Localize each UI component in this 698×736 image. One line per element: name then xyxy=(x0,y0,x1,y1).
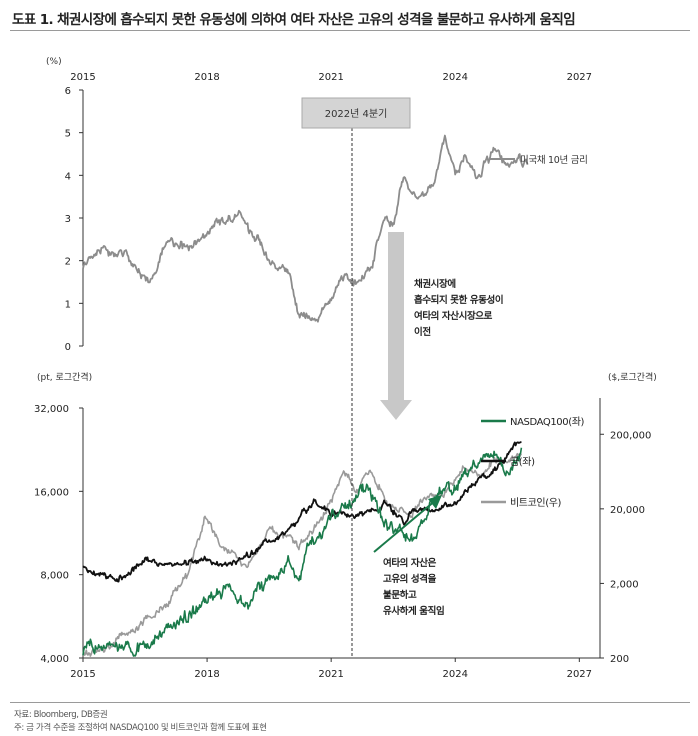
legend-label-nasdaq100: NASDAQ100(좌) xyxy=(510,416,585,428)
flow-annotation-line: 흡수되지 못한 유동성이 xyxy=(414,294,503,306)
left-y-tick-label: 32,000 xyxy=(34,404,69,415)
top-chart-treasury-10y: 0 1 2 3 4 5 6 2015 2018 2021 2024 2027 (%) 미국채 10년 금리 xyxy=(46,57,592,353)
legend-label-treasury-10y: 미국채 10년 금리 xyxy=(520,155,588,166)
bottom-x-tick-label: 2027 xyxy=(567,669,592,680)
left-y-tick-label: 16,000 xyxy=(34,487,69,498)
top-x-tick-label: 2027 xyxy=(567,72,592,83)
bottom-x-tick-label: 2021 xyxy=(318,669,343,680)
page-title: 도표 1. 채권시장에 흡수되지 못한 유동성에 의하여 여타 자산은 고유의 … xyxy=(12,12,576,28)
top-y-tick-label: 0 xyxy=(65,342,71,353)
top-y-tick-label: 1 xyxy=(65,299,71,310)
top-x-tick-label: 2015 xyxy=(70,72,95,83)
top-x-tick-label: 2021 xyxy=(318,72,343,83)
period-box-label: 2022년 4분기 xyxy=(325,108,388,120)
bottom-x-tick-label: 2024 xyxy=(443,669,468,680)
right-y-tick-label: 2,000 xyxy=(610,579,639,590)
legend-label-bitcoin: 비트코인(우) xyxy=(510,497,562,509)
footer-divider xyxy=(10,702,690,703)
assets-annotation-line: 불문하고 xyxy=(383,589,417,601)
assets-annotation-line: 유사하게 움직임 xyxy=(383,605,444,617)
period-box xyxy=(301,97,411,129)
source-note: 자료: Bloomberg, DB증권 xyxy=(14,710,108,720)
top-y-tick-label: 3 xyxy=(65,214,71,225)
left-y-tick-label: 4,000 xyxy=(40,654,69,665)
series-line-nasdaq100 xyxy=(82,447,523,657)
flow-annotation-line: 채권시장에 xyxy=(414,278,456,290)
right-y-tick-label: 200,000 xyxy=(610,430,651,441)
bottom-x-tick-label: 2018 xyxy=(194,669,219,680)
top-y-axis-unit: (%) xyxy=(46,57,62,67)
right-y-axis-unit: ($,로그간격) xyxy=(608,371,657,383)
flow-down-arrow xyxy=(380,232,412,420)
top-y-tick-label: 4 xyxy=(65,171,71,182)
assets-annotation-line: 고유의 성격을 xyxy=(383,573,437,585)
legend-label-gold: 금(좌) xyxy=(510,456,535,468)
flow-annotation-line: 이전 xyxy=(414,326,431,338)
assets-annotation-line: 여타의 자산은 xyxy=(383,557,437,569)
right-y-tick-label: 20,000 xyxy=(610,505,645,516)
left-y-axis-unit: (pt, 로그간격) xyxy=(37,371,92,383)
top-y-tick-label: 5 xyxy=(65,129,71,140)
left-y-tick-label: 8,000 xyxy=(40,571,69,582)
bottom-chart-assets: 4,000 8,000 16,000 32,000 200 2,000 20,000 200,… xyxy=(34,371,657,680)
bottom-x-tick-label: 2015 xyxy=(70,669,95,680)
footnote: 주: 금 가격 수준을 조절하여 NASDAQ100 및 비트코인과 함께 도표… xyxy=(14,723,267,733)
flow-annotation-line: 여타의 자산시장으로 xyxy=(414,310,493,322)
top-y-tick-label: 6 xyxy=(65,86,71,97)
top-y-tick-label: 2 xyxy=(65,257,71,268)
series-line-gold xyxy=(82,441,522,583)
title-divider xyxy=(10,30,690,31)
top-x-tick-label: 2024 xyxy=(443,72,468,83)
trend-arrow-head xyxy=(428,495,442,509)
series-line-bitcoin xyxy=(82,452,523,657)
trend-arrow-shaft xyxy=(373,499,437,553)
top-x-tick-label: 2018 xyxy=(194,72,219,83)
series-line-treasury-10y xyxy=(82,134,529,323)
right-y-tick-label: 200 xyxy=(610,654,629,665)
